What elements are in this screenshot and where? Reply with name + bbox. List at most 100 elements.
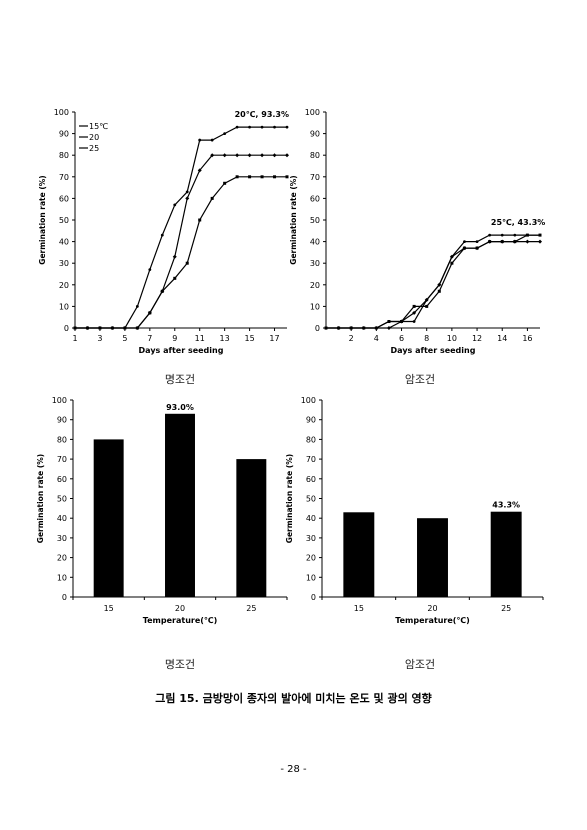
x-tick-label: 3 [97, 334, 102, 343]
data-point [285, 175, 289, 179]
y-tick-label: 40 [57, 514, 67, 523]
legend-label: 15℃ [89, 122, 108, 131]
page-number: - 28 - [280, 764, 307, 775]
data-annotation: 20℃, 93.3% [235, 110, 289, 119]
data-point [210, 153, 215, 158]
x-axis-title: Days after seeding [139, 346, 224, 355]
data-point [412, 320, 416, 323]
data-point [86, 326, 89, 330]
y-tick-label: 30 [310, 259, 320, 268]
y-tick-label: 20 [306, 554, 316, 563]
y-tick-label: 70 [59, 173, 69, 182]
y-tick-label: 60 [310, 194, 320, 203]
y-tick-label: 40 [306, 514, 316, 523]
data-point [185, 196, 190, 201]
data-point [160, 233, 164, 237]
data-point [538, 233, 542, 237]
x-tick-label: 11 [195, 334, 205, 343]
series-line-1 [326, 234, 540, 329]
data-point [123, 326, 127, 330]
x-tick-label: 9 [172, 334, 177, 343]
x-tick-label: 12 [472, 334, 482, 343]
y-tick-label: 100 [52, 396, 67, 405]
x-tick-label: 14 [497, 334, 507, 343]
data-point [362, 326, 366, 330]
chart-panel-2: 0 10 20 30 40 50 60 70 80 90 100 Germination rate (… [289, 108, 545, 355]
y-tick-label: 0 [62, 593, 67, 602]
y-tick-label: 50 [57, 495, 67, 504]
y-tick-label: 10 [57, 573, 67, 582]
data-point [462, 246, 467, 251]
x-tick-label: 7 [147, 334, 152, 343]
y-tick-label: 80 [59, 151, 69, 160]
data-point [425, 304, 429, 308]
y-axis-title: Germination rate (%) [289, 175, 298, 264]
data-point [223, 132, 227, 136]
y-tick-label: 60 [59, 194, 69, 203]
data-point [273, 175, 277, 179]
data-point [437, 283, 441, 287]
data-point [173, 276, 177, 280]
legend-label: 20 [89, 133, 99, 142]
data-point [500, 233, 504, 237]
data-point [337, 326, 340, 330]
data-point [198, 218, 202, 222]
data-point [135, 326, 140, 330]
data-point [260, 175, 264, 179]
data-point [185, 190, 189, 194]
x-tick-label: 8 [424, 334, 429, 343]
bar [236, 459, 267, 597]
y-tick-label: 0 [64, 324, 69, 333]
data-point [349, 326, 353, 330]
data-point [197, 168, 202, 173]
data-point [324, 326, 328, 330]
caption-light-bottom: 명조건 [164, 658, 196, 671]
chart-panel-3: 0 10 20 30 40 50 60 70 80 90 100 Germination rate (… [36, 396, 288, 625]
data-point [223, 181, 227, 185]
data-point [98, 326, 102, 330]
data-point [210, 138, 214, 142]
data-point [450, 261, 454, 265]
y-tick-label: 10 [59, 302, 69, 311]
x-axis-title: Temperature(℃) [395, 616, 470, 625]
data-point [260, 153, 265, 158]
y-axis-title: Germination rate (%) [36, 454, 45, 543]
y-tick-label: 30 [57, 534, 67, 543]
data-point [235, 153, 240, 158]
data-point [172, 254, 177, 259]
data-point [512, 239, 517, 244]
data-point [235, 175, 239, 179]
data-point [475, 246, 480, 251]
y-tick-label: 20 [59, 281, 69, 290]
x-axis-title: Days after seeding [391, 346, 476, 355]
x-tick-label: 15 [244, 334, 254, 343]
data-point [386, 326, 391, 330]
y-tick-label: 60 [57, 475, 67, 484]
bar [490, 511, 522, 597]
data-point [487, 239, 492, 244]
y-tick-label: 70 [57, 455, 67, 464]
y-tick-label: 90 [310, 130, 320, 139]
x-axis-title: Temperature(℃) [143, 616, 218, 625]
y-tick-label: 90 [59, 130, 69, 139]
y-tick-label: 70 [310, 173, 320, 182]
data-point [525, 239, 530, 244]
series-line-2 [75, 154, 287, 329]
data-point [135, 305, 139, 308]
y-tick-label: 10 [310, 302, 320, 311]
y-tick-label: 100 [301, 396, 316, 405]
y-tick-label: 50 [59, 216, 69, 225]
y-tick-label: 80 [306, 435, 316, 444]
y-tick-label: 40 [59, 238, 69, 247]
x-tick-label: 15 [104, 604, 114, 613]
data-annotation: 25℃, 43.3% [491, 218, 545, 227]
data-point [273, 125, 276, 129]
series-line-3 [326, 234, 540, 329]
y-tick-label: 70 [306, 455, 316, 464]
bar [417, 518, 448, 597]
data-point [513, 233, 517, 237]
data-point [73, 326, 77, 330]
bar [93, 439, 124, 597]
chart-panel-1: 0 10 20 30 40 50 60 70 80 90 100 Germination rate (… [38, 108, 289, 355]
